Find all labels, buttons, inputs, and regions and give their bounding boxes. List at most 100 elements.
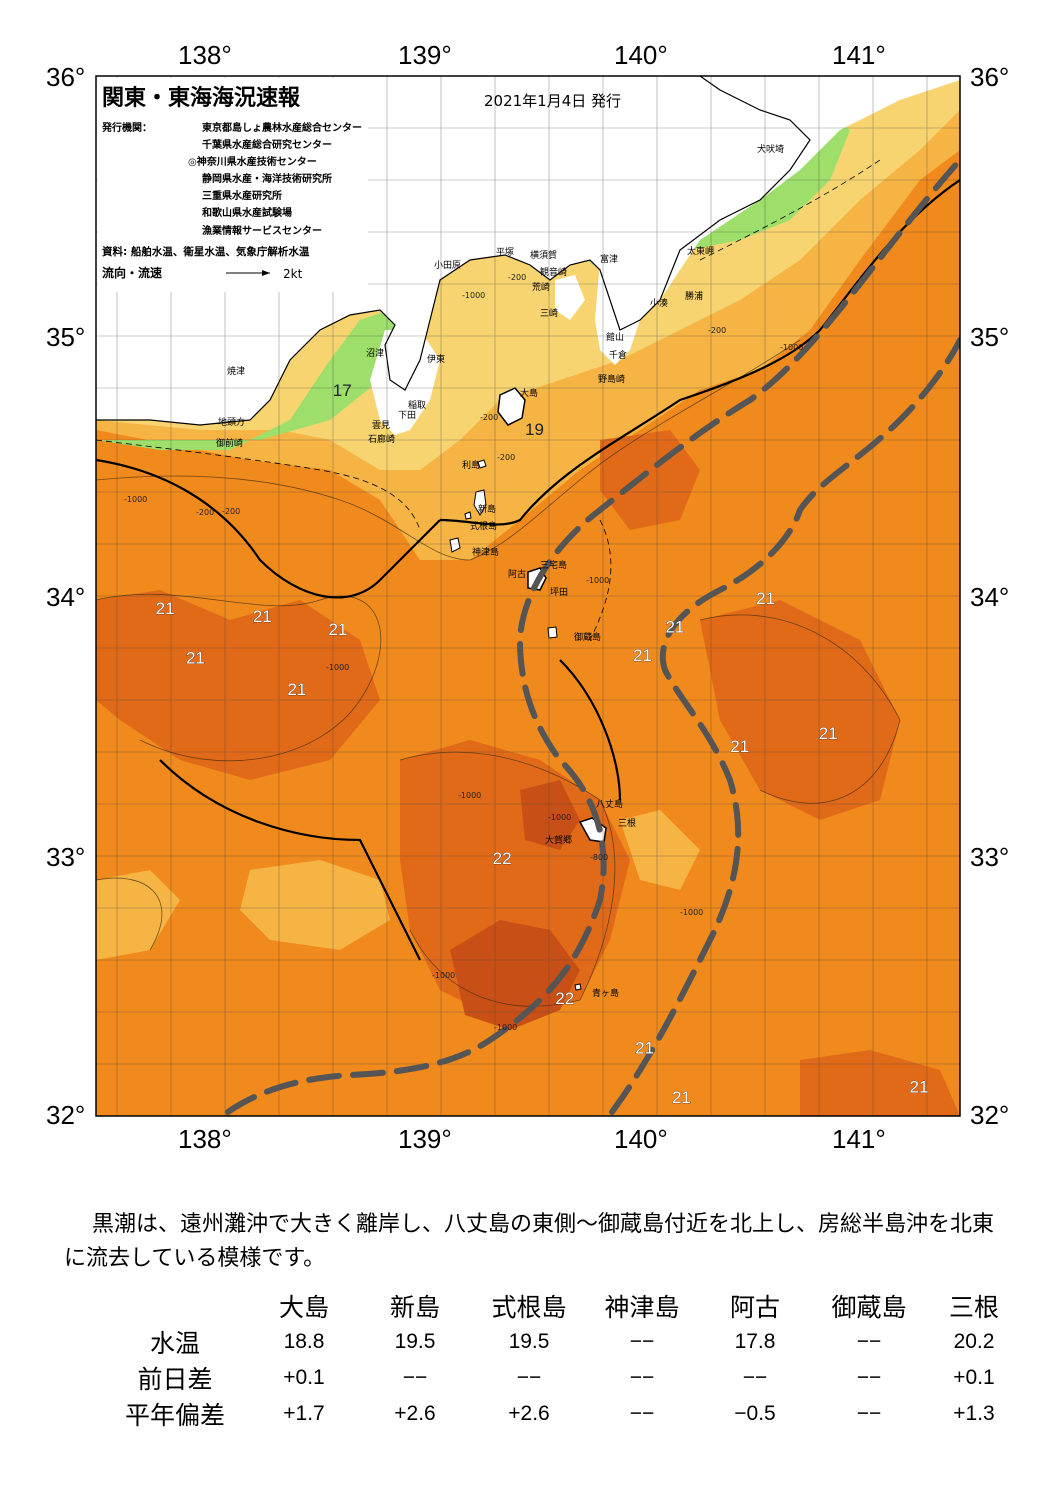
lon-label: 141° (832, 40, 886, 70)
place-oshima: 大島 (520, 387, 538, 399)
temperature-label: 21 (635, 1039, 654, 1058)
contour-label: -1000 (326, 663, 349, 672)
temperature-label: 21 (672, 1088, 691, 1107)
place-hachijojima: 八丈島 (596, 798, 623, 810)
table-cell: +0.1 (953, 1366, 995, 1389)
legend-box (98, 78, 368, 292)
land-izu (370, 330, 440, 435)
table-cell: −− (856, 1366, 882, 1389)
column-header: 式根島 (491, 1293, 567, 1322)
lon-label: 139° (398, 40, 452, 70)
temperature-label: 19 (525, 420, 544, 439)
observation-table: 大島 新島 式根島 神津島 阿古 御蔵島 三根 水温 18.8 19.5 19.… (100, 1288, 1022, 1432)
longitude-labels-top: 138° 139° 140° 141° (178, 40, 886, 70)
table-cell: +2.6 (508, 1402, 550, 1425)
lat-label: 35° (46, 322, 85, 352)
column-header: 大島 (278, 1293, 329, 1322)
table-cell: 19.5 (508, 1330, 550, 1353)
lon-label: 140° (614, 40, 668, 70)
bathymetry-lines (96, 179, 960, 961)
island-niijima (473, 489, 487, 516)
publisher-item: 漁業情報サービスセンター (202, 224, 322, 237)
table-row: 水温 18.8 19.5 19.5 −− 17.8 −− 20.2 (100, 1324, 1022, 1360)
sea-warmer-patch-5 (800, 1050, 960, 1116)
table-corner (100, 1288, 250, 1324)
publisher-item: 和歌山県水産試験場 (201, 206, 292, 219)
place-ito: 伊東 (427, 353, 445, 365)
place-tsubota: 坪田 (550, 587, 568, 598)
table-cell: +0.1 (283, 1366, 325, 1389)
bathymetry-dashed (96, 159, 881, 641)
contour-label: -1000 (462, 291, 485, 300)
temperature-label: 21 (730, 737, 749, 756)
place-shikinejima: 式根島 (470, 520, 497, 532)
temperature-label: 21 (156, 599, 175, 618)
place-irozaki: 石廊崎 (368, 433, 395, 445)
contour-label: -200 (196, 508, 214, 517)
publisher-item: 東京都島しょ農林水産総合センター (202, 121, 362, 134)
publisher-item: 静岡県水産・海洋技術研究所 (202, 172, 332, 185)
row-label: 平年偏差 (124, 1401, 225, 1430)
lat-label: 35° (970, 322, 1009, 352)
column-header: 三根 (948, 1293, 999, 1322)
contour-label: -800 (590, 853, 608, 862)
contour-label: -1000 (548, 813, 571, 822)
lat-label: 34° (46, 582, 85, 612)
temperature-label: 22 (555, 989, 574, 1008)
table-cell: −− (629, 1366, 655, 1389)
publisher-item: 三重県水産研究所 (202, 189, 282, 202)
contour-label: -200 (708, 326, 726, 335)
lon-label: 138° (178, 40, 232, 70)
place-kominato: 小湊 (650, 297, 668, 309)
place-taitomisaki: 太東岬 (687, 245, 714, 257)
table-cell: −− (856, 1402, 882, 1425)
flow-legend-label: 流向・流速 (102, 265, 162, 280)
temperature-label: 21 (756, 589, 775, 608)
publishers-list: 東京都島しょ農林水産総合センター 千葉県水産総合研究センター ◎神奈川県水産技術… (188, 121, 362, 237)
place-toshima: 利島 (462, 459, 480, 471)
place-mitsune: 三根 (618, 817, 636, 829)
temperature-label: 21 (665, 617, 684, 636)
place-kozushima: 神津島 (472, 546, 499, 558)
table-cell: +2.6 (394, 1402, 436, 1425)
lon-label: 138° (178, 1124, 232, 1154)
place-inatori: 稲取 (408, 399, 426, 411)
temperature-label: 21 (633, 646, 652, 665)
temperature-label: 21 (253, 607, 272, 626)
column-header: 新島 (389, 1293, 440, 1322)
island-kozushima (449, 537, 461, 553)
table-cell: +1.3 (953, 1402, 995, 1425)
place-chikura: 千倉 (609, 349, 627, 361)
place-ako: 阿古 (508, 568, 526, 580)
sea-cool-offshore-1 (240, 860, 390, 950)
temperature-label: 17 (333, 381, 352, 400)
publishers-label: 発行機関： (101, 121, 152, 134)
island-shikinejima (464, 511, 472, 520)
place-inubozaki: 犬吠埼 (757, 143, 784, 155)
contour-label: -1000 (458, 791, 481, 800)
place-labels: 犬吠埼 太東岬 勝浦 小湊 富津 横須賀 平塚 小田原 観音崎 荒崎 三崎 館山… (216, 143, 784, 999)
contour-labels: -200 -1000 -200 -1000 -200 -1000 -200 -1… (124, 273, 803, 1032)
place-shimoda: 下田 (398, 410, 416, 421)
table-cell: −− (629, 1330, 655, 1353)
table-cell: −− (516, 1366, 542, 1389)
summary-text: 黒潮は、遠州灘沖で大きく離岸し、八丈島の東側～御蔵島付近を北上し、房総半島沖を北… (64, 1212, 995, 1271)
publisher-item: 千葉県水産総合研究センター (202, 138, 332, 151)
place-katsuura: 勝浦 (685, 290, 703, 302)
contour-label: -1000 (494, 1023, 517, 1032)
contour-label: -200 (497, 453, 515, 462)
place-jitogata: 地頭方 (218, 416, 245, 428)
table-cell: 17.8 (734, 1330, 776, 1353)
issue-date: 2021年1月4日 発行 (484, 92, 621, 110)
table-row: 前日差 +0.1 −− −− −− −− −− +0.1 (100, 1360, 1022, 1396)
temperature-label: 22 (493, 849, 512, 868)
sea-cold-band (96, 310, 400, 450)
map-frame (95, 75, 961, 1117)
column-header: 神津島 (604, 1293, 680, 1322)
table-row: 平年偏差 +1.7 +2.6 +2.6 −− −0.5 −− +1.3 (100, 1396, 1022, 1432)
lat-label: 32° (46, 1100, 85, 1130)
place-odawara: 小田原 (434, 260, 461, 271)
contour-label: -200 (480, 413, 498, 422)
place-arasaki: 荒崎 (532, 281, 550, 293)
land-miura (555, 275, 585, 320)
